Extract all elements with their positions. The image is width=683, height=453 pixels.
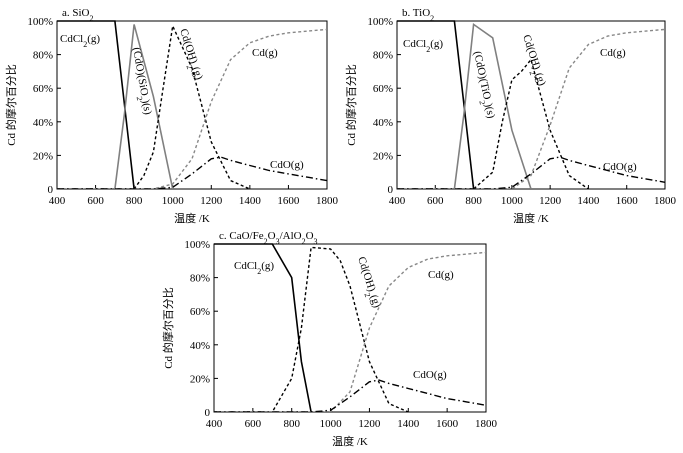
x-tick-label: 1600 bbox=[277, 195, 300, 207]
y-axis-title: Cd 的摩尔百分比 bbox=[4, 64, 18, 146]
series-line-cdcl-g bbox=[57, 20, 135, 189]
series-label: Cd(OH)2(g) bbox=[352, 255, 383, 310]
y-tick-label: 40% bbox=[373, 117, 393, 129]
y-tick-label: 20% bbox=[373, 150, 393, 162]
series-label: CdO(g) bbox=[270, 159, 304, 171]
y-tick-label: 60% bbox=[373, 83, 393, 95]
y-tick-label: 40% bbox=[33, 117, 53, 129]
series-label: (CdO)(TiO2)(s) bbox=[468, 50, 497, 120]
x-tick-label: 600 bbox=[245, 418, 262, 430]
x-tick-label: 1200 bbox=[200, 195, 223, 207]
series-line-cd-oh-g bbox=[57, 23, 251, 189]
chart-panel-1: 400 600 800 1000 1200 1400 1600 1800 0 20% 40% 60% 8… bbox=[4, 7, 339, 225]
y-tick-label: 60% bbox=[190, 306, 210, 318]
y-tick-label: 0 bbox=[205, 407, 211, 419]
series-line-cd-g bbox=[214, 251, 486, 412]
series-line-cd-g bbox=[57, 28, 327, 189]
chart-panel-3: 400 600 800 1000 1200 1400 1600 1800 0 20% 40% 60% 8… bbox=[161, 230, 498, 448]
x-tick-label: 1400 bbox=[397, 418, 420, 430]
x-tick-label: 1600 bbox=[616, 195, 639, 207]
series-label: Cd(g) bbox=[252, 47, 278, 59]
y-tick-label: 80% bbox=[33, 50, 53, 62]
y-tick-label: 60% bbox=[33, 83, 53, 95]
x-tick-label: 600 bbox=[87, 195, 104, 207]
x-tick-label: 1200 bbox=[539, 195, 562, 207]
plot-frame bbox=[56, 20, 328, 190]
y-tick-label: 20% bbox=[190, 373, 210, 385]
x-tick-label: 800 bbox=[126, 195, 143, 207]
series-label: CdO(g) bbox=[603, 161, 637, 173]
chart-panel-2: 400 600 800 1000 1200 1400 1600 1800 0 20% 40% 60% 8… bbox=[344, 7, 677, 225]
x-tick-label: 1800 bbox=[475, 418, 498, 430]
series-label: Cd(OH)2(g) bbox=[517, 33, 548, 88]
series-label: Cd(g) bbox=[428, 269, 454, 281]
series-line-cdo-g bbox=[57, 156, 327, 189]
series-label: Cd(g) bbox=[600, 47, 626, 59]
series-line-cdo-tio-s bbox=[397, 22, 532, 189]
x-tick-label: 600 bbox=[427, 195, 444, 207]
x-tick-label: 1800 bbox=[654, 195, 677, 207]
y-tick-label: 100% bbox=[184, 239, 210, 251]
x-tick-label: 1600 bbox=[436, 418, 459, 430]
y-tick-label: 40% bbox=[190, 340, 210, 352]
x-tick-label: 400 bbox=[206, 418, 223, 430]
series-line-cdo-g bbox=[214, 379, 486, 412]
series-line-cd-oh-g bbox=[214, 246, 409, 412]
y-tick-label: 100% bbox=[27, 16, 53, 28]
series-line-cd-g bbox=[397, 28, 665, 189]
panel-label: b. TiO2 bbox=[402, 7, 434, 23]
x-tick-label: 800 bbox=[283, 418, 300, 430]
x-axis-title: 温度 /K bbox=[513, 211, 549, 225]
series-line-cd-oh-g bbox=[397, 58, 589, 189]
x-tick-label: 400 bbox=[389, 195, 406, 207]
y-tick-label: 80% bbox=[190, 273, 210, 285]
x-axis-title: 温度 /K bbox=[174, 211, 210, 225]
x-tick-label: 1000 bbox=[501, 195, 524, 207]
y-axis-title: Cd 的摩尔百分比 bbox=[161, 287, 175, 369]
series-line-cdcl-g bbox=[397, 20, 475, 189]
x-tick-label: 1400 bbox=[239, 195, 262, 207]
series-line-cdo-g bbox=[397, 156, 665, 189]
y-tick-label: 0 bbox=[388, 184, 394, 196]
x-tick-label: 800 bbox=[465, 195, 482, 207]
x-tick-label: 1800 bbox=[316, 195, 339, 207]
panel-label: a. SiO2 bbox=[62, 7, 94, 23]
x-tick-label: 1000 bbox=[320, 418, 343, 430]
series-label: CdCl2(g) bbox=[60, 33, 100, 49]
y-axis-title: Cd 的摩尔百分比 bbox=[344, 64, 358, 146]
y-tick-label: 0 bbox=[48, 184, 54, 196]
y-tick-label: 20% bbox=[33, 150, 53, 162]
y-tick-label: 100% bbox=[367, 16, 393, 28]
series-label: CdO(g) bbox=[413, 369, 447, 381]
x-tick-label: 1200 bbox=[358, 418, 381, 430]
series-label: CdCl2(g) bbox=[403, 38, 443, 54]
x-tick-label: 1000 bbox=[162, 195, 185, 207]
series-label: CdCl2(g) bbox=[234, 260, 274, 276]
panel-label: c. CaO/Fe2O3/AlO2O3 bbox=[219, 230, 318, 246]
plot-frame bbox=[213, 243, 487, 413]
y-tick-label: 80% bbox=[373, 50, 393, 62]
x-tick-label: 1400 bbox=[577, 195, 600, 207]
series-line-cdo-sio-s bbox=[57, 24, 174, 189]
series-label: Cd(OH)2(g) bbox=[174, 27, 205, 82]
x-tick-label: 400 bbox=[49, 195, 66, 207]
series-line-cdcl-g bbox=[214, 243, 312, 412]
x-axis-title: 温度 /K bbox=[332, 434, 368, 448]
